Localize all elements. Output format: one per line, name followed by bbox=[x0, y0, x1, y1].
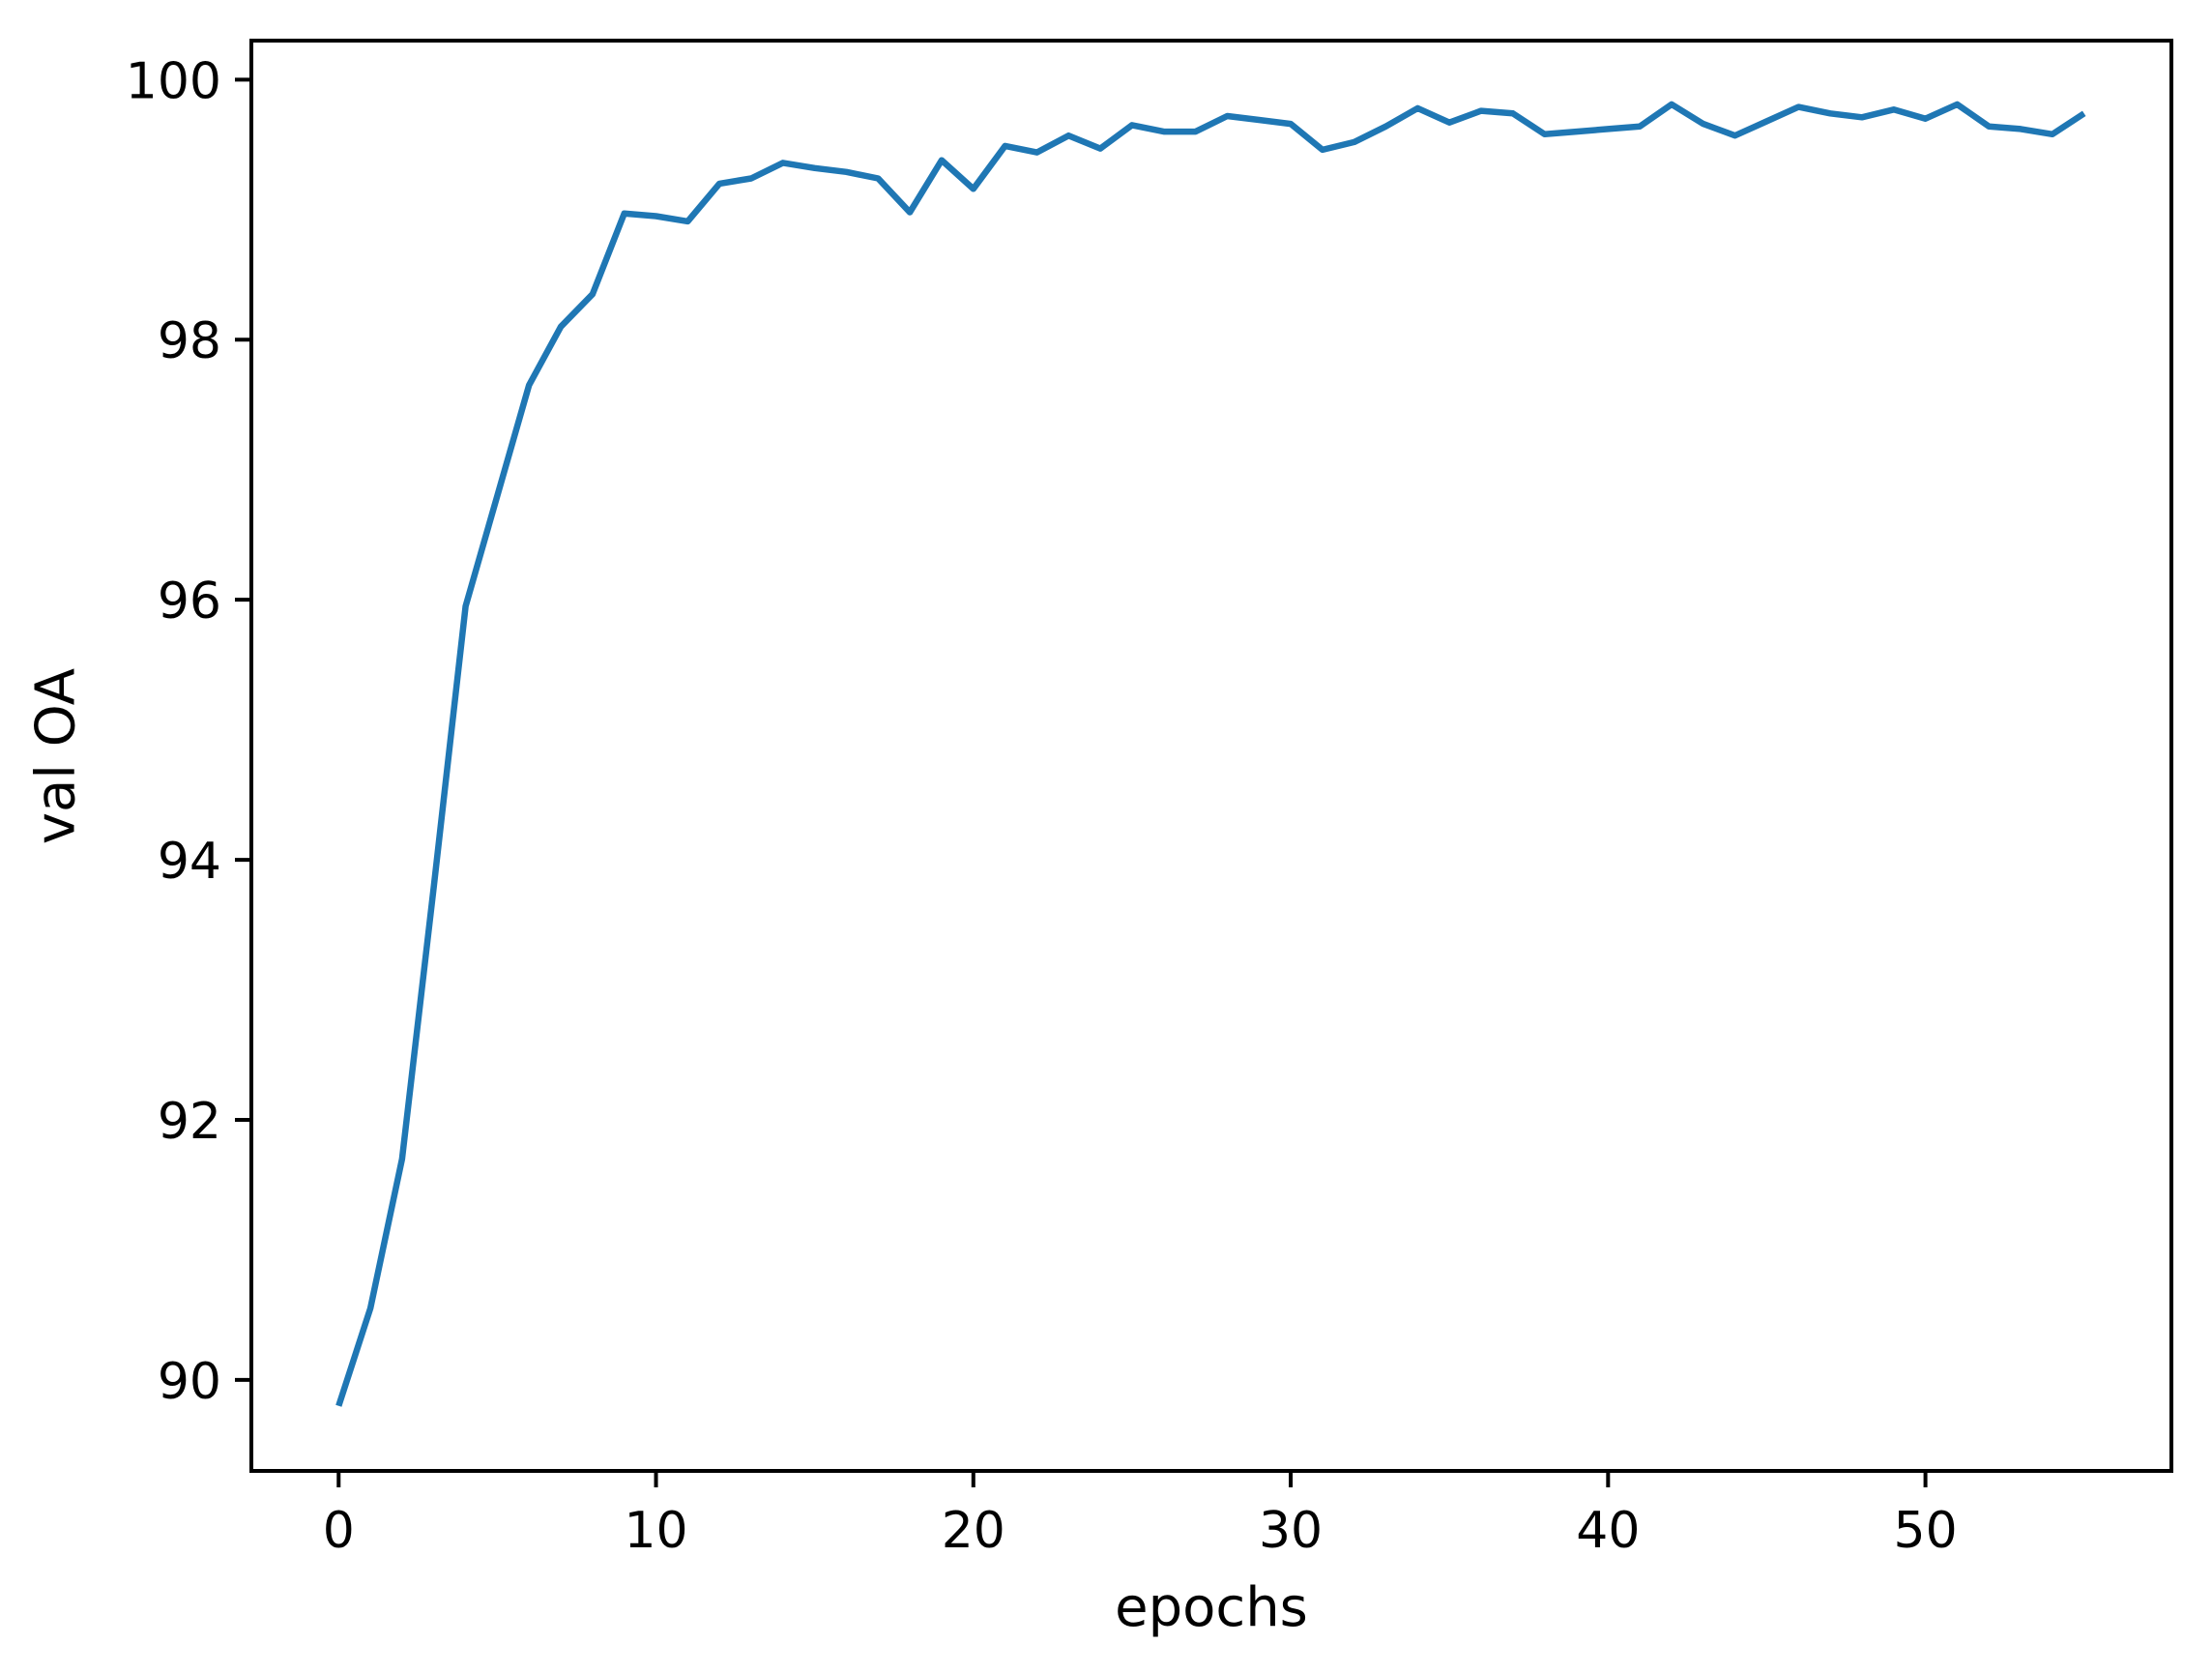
x-tick-label-40: 40 bbox=[1576, 1502, 1640, 1560]
x-axis-label: epochs bbox=[1115, 1576, 1308, 1639]
y-tick-label-90: 90 bbox=[158, 1353, 221, 1411]
x-tick-label-20: 20 bbox=[942, 1502, 1005, 1560]
line-series-0 bbox=[335, 101, 2086, 1407]
y-tick-label-98: 98 bbox=[158, 312, 221, 370]
x-tick-label-30: 30 bbox=[1259, 1502, 1323, 1560]
y-tick-label-96: 96 bbox=[158, 573, 221, 631]
y-tick-label-94: 94 bbox=[158, 833, 221, 891]
x-tick-label-50: 50 bbox=[1894, 1502, 1958, 1560]
y-tick-label-92: 92 bbox=[158, 1093, 221, 1151]
x-tick-label-10: 10 bbox=[624, 1502, 687, 1560]
y-tick-label-100: 100 bbox=[126, 52, 221, 110]
x-tick-label-0: 0 bbox=[323, 1502, 355, 1560]
y-axis-label: val OA bbox=[24, 667, 88, 845]
plot-border bbox=[249, 39, 2173, 1473]
